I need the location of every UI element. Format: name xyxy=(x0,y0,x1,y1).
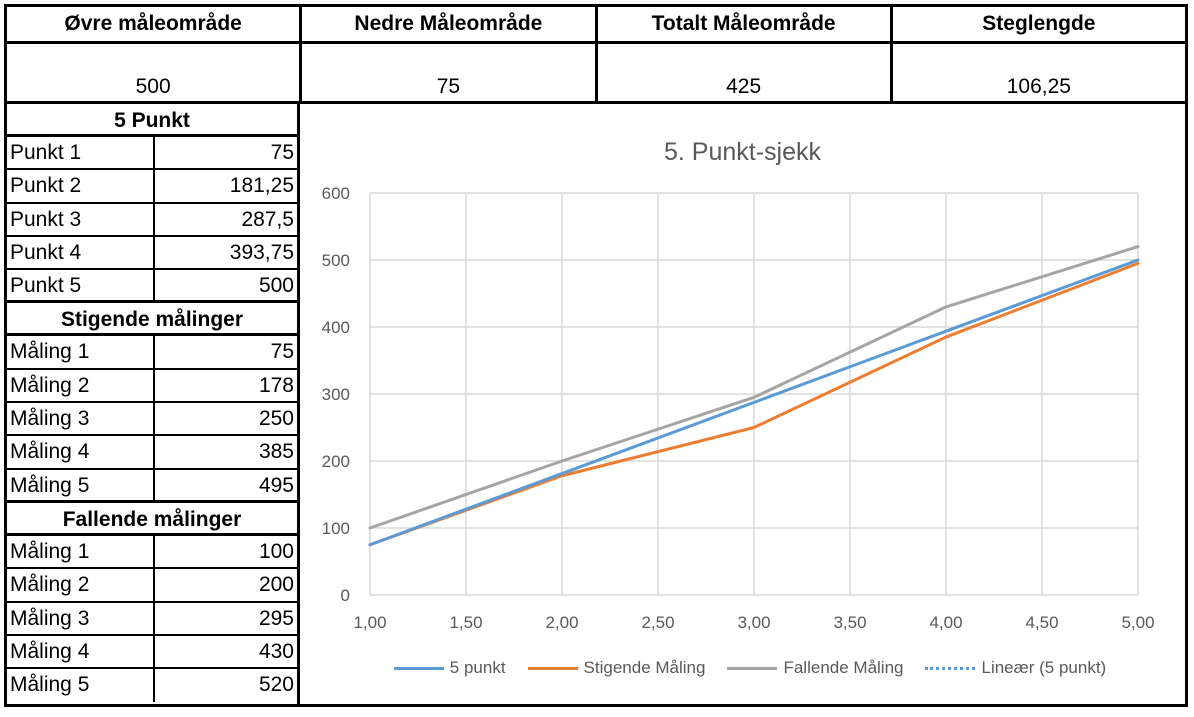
row-label: Måling 2 xyxy=(7,369,155,402)
row-label: Måling 5 xyxy=(7,469,155,500)
table-row: Måling 3 250 xyxy=(7,403,297,437)
legend-swatch xyxy=(925,666,976,670)
header-value[interactable]: 500 xyxy=(135,75,171,98)
y-tick-label: 200 xyxy=(322,452,350,471)
header-value[interactable]: 425 xyxy=(726,75,762,98)
section-title-stigende: Stigende målinger xyxy=(7,303,297,337)
line-chart[interactable]: 5. Punkt-sjekk 0 100 200 300 400 500 600 1,00 1,… xyxy=(300,104,1188,707)
row-value[interactable]: 250 xyxy=(258,407,294,431)
table-row: Måling 3 295 xyxy=(7,602,297,636)
y-tick-label: 0 xyxy=(341,586,350,605)
series-line-1 xyxy=(368,258,1140,547)
row-label: Måling 5 xyxy=(7,669,155,703)
row-value[interactable]: 295 xyxy=(258,606,294,630)
legend-swatch xyxy=(527,666,578,670)
row-value[interactable]: 393,75 xyxy=(229,240,294,264)
x-tick-label: 2,00 xyxy=(545,613,578,632)
table-row: Punkt 4 393,75 xyxy=(7,236,297,271)
table-row: Måling 2 178 xyxy=(7,369,297,404)
row-label: Punkt 3 xyxy=(7,203,155,235)
row-label: Måling 4 xyxy=(7,436,155,468)
row-value[interactable]: 287,5 xyxy=(241,207,294,231)
header-title: Totalt Måleområde xyxy=(597,7,890,44)
row-value[interactable]: 100 xyxy=(258,539,294,563)
section-fallende: Måling 1 100 Måling 2 200 Måling 3 295 Måli… xyxy=(7,535,297,703)
y-tick-label: 500 xyxy=(322,251,350,270)
y-tick-label: 100 xyxy=(322,519,350,538)
legend-swatch xyxy=(393,666,444,670)
row-value[interactable]: 181,25 xyxy=(229,174,294,198)
row-label: Punkt 1 xyxy=(7,137,155,169)
row-label: Punkt 2 xyxy=(7,170,155,202)
x-tick-label: 3,50 xyxy=(833,613,866,632)
table-row: Punkt 5 500 xyxy=(7,270,297,304)
x-tick-label: 2,50 xyxy=(641,613,674,632)
legend-item[interactable]: Fallende Måling xyxy=(727,658,903,678)
header-title: Nedre Måleområde xyxy=(302,7,595,44)
row-value[interactable]: 500 xyxy=(258,274,294,298)
section-stigende: Måling 1 75 Måling 2 178 Måling 3 250 Målin… xyxy=(7,336,297,503)
x-tick-label: 4,00 xyxy=(929,613,962,632)
section-title-5-punkt: 5 Punkt xyxy=(7,104,297,137)
row-label: Måling 4 xyxy=(7,635,155,668)
legend-swatch xyxy=(727,666,778,670)
header-title: Steglengde xyxy=(892,7,1185,44)
table-row: Punkt 3 287,5 xyxy=(7,203,297,237)
x-tick-label: 1,00 xyxy=(353,613,386,632)
header-total-range: Totalt Måleområde 425 xyxy=(597,7,893,101)
header-lower-range: Nedre Måleområde 75 xyxy=(302,7,598,101)
y-tick-label: 600 xyxy=(322,184,350,203)
row-value[interactable]: 495 xyxy=(258,473,294,497)
x-tick-label: 5,00 xyxy=(1121,613,1154,632)
row-value[interactable]: 75 xyxy=(270,141,294,164)
row-label: Punkt 5 xyxy=(7,270,155,301)
range-header: Øvre måleområde 500 Nedre Måleområde 75 … xyxy=(4,4,1188,104)
x-tick-label: 3,00 xyxy=(737,613,770,632)
row-label: Måling 3 xyxy=(7,602,155,634)
row-value[interactable]: 385 xyxy=(258,440,294,464)
header-value[interactable]: 75 xyxy=(436,75,461,98)
table-row: Måling 4 430 xyxy=(7,635,297,670)
table-row: Punkt 2 181,25 xyxy=(7,170,297,204)
legend-label: Lineær (5 punkt) xyxy=(981,658,1107,677)
legend-item[interactable]: 5 punkt xyxy=(393,658,506,678)
measurement-table: 5 Punkt Punkt 1 75 Punkt 2 181,25 Punkt 3 2… xyxy=(4,104,300,707)
table-row: Måling 4 385 xyxy=(7,436,297,470)
header-value[interactable]: 106,25 xyxy=(1006,75,1071,98)
row-label: Måling 2 xyxy=(7,569,155,601)
table-row: Måling 1 75 xyxy=(7,336,297,370)
section-5-punkt: Punkt 1 75 Punkt 2 181,25 Punkt 3 287,5 Pun… xyxy=(7,137,297,304)
row-label: Måling 1 xyxy=(7,336,155,368)
legend-item[interactable]: Stigende Måling xyxy=(527,658,706,678)
row-value[interactable]: 75 xyxy=(270,340,294,364)
table-row: Måling 5 520 xyxy=(7,669,297,703)
row-label: Punkt 4 xyxy=(7,236,155,269)
header-title: Øvre måleområde xyxy=(7,7,300,44)
table-row: Måling 2 200 xyxy=(7,569,297,603)
row-value[interactable]: 200 xyxy=(258,573,294,597)
legend-label: Stigende Måling xyxy=(583,658,706,677)
x-tick-label: 1,50 xyxy=(449,613,482,632)
legend-label: 5 punkt xyxy=(449,658,506,677)
header-step-length: Steglengde 106,25 xyxy=(892,7,1185,101)
table-row: Måling 1 100 xyxy=(7,535,297,570)
chart-plot-area: 0 100 200 300 400 500 600 1,00 1,50 2,00 2,50 3,00 3… xyxy=(322,184,1155,632)
row-label: Måling 3 xyxy=(7,403,155,435)
header-upper-range: Øvre måleområde 500 xyxy=(7,7,303,101)
row-label: Måling 1 xyxy=(7,535,155,568)
row-value[interactable]: 430 xyxy=(258,639,294,663)
legend-item[interactable]: Lineær (5 punkt) xyxy=(925,658,1106,678)
x-tick-label: 4,50 xyxy=(1025,613,1058,632)
row-value[interactable]: 520 xyxy=(258,673,294,697)
table-row: Måling 5 495 xyxy=(7,469,297,503)
y-tick-label: 300 xyxy=(322,385,350,404)
table-row: Punkt 1 75 xyxy=(7,137,297,171)
series-line-3 xyxy=(368,245,1140,530)
y-tick-label: 400 xyxy=(322,318,350,337)
legend-label: Fallende Måling xyxy=(783,658,904,677)
row-value[interactable]: 178 xyxy=(258,373,294,397)
chart-legend: 5 punkt Stigende Måling Fallende Måling … xyxy=(360,658,1140,678)
chart-title: 5. Punkt-sjekk xyxy=(663,138,821,166)
section-title-fallende: Fallende målinger xyxy=(7,503,297,536)
